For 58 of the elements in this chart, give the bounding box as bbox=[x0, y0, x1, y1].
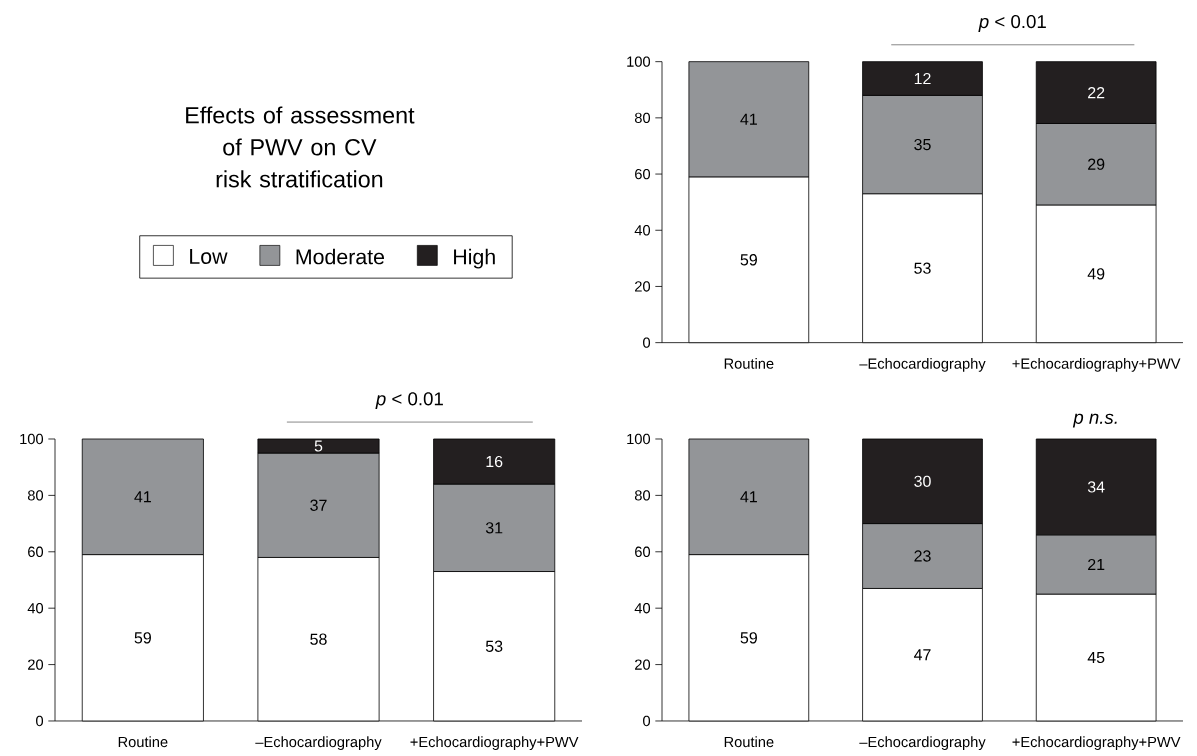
data-label: 35 bbox=[914, 138, 931, 151]
y-tick-label: 0 bbox=[643, 715, 651, 727]
data-label: 53 bbox=[485, 640, 503, 652]
data-label: 22 bbox=[1088, 86, 1105, 99]
data-label: 37 bbox=[310, 499, 327, 511]
y-tick-label: 20 bbox=[635, 659, 651, 670]
y-tick-label: 20 bbox=[635, 281, 651, 292]
x-tick-label: +Echocardiography+PWV bbox=[410, 736, 579, 751]
y-tick-label: 60 bbox=[28, 546, 44, 557]
data-label: 41 bbox=[740, 491, 757, 503]
data-label: 34 bbox=[1087, 481, 1105, 493]
data-label: 31 bbox=[485, 522, 503, 534]
y-tick-label: 100 bbox=[627, 56, 651, 67]
y-tick-label: 60 bbox=[635, 546, 651, 557]
y-tick-label: 40 bbox=[634, 603, 651, 614]
text: p < 0.01 bbox=[375, 392, 443, 410]
data-label: 21 bbox=[1088, 558, 1105, 571]
x-tick-label: +Echocardiography+PWV bbox=[1012, 736, 1181, 751]
x-tick-label: +Echocardiography+PWV bbox=[1012, 358, 1181, 372]
y-tick-label: 0 bbox=[36, 715, 44, 727]
y-tick-label: 40 bbox=[27, 603, 44, 614]
y-tick-label: 100 bbox=[627, 433, 651, 445]
data-label: 23 bbox=[914, 550, 931, 562]
data-label: 59 bbox=[740, 254, 757, 266]
data-label: 45 bbox=[1087, 651, 1105, 664]
data-label: 41 bbox=[740, 113, 757, 125]
data-label: 59 bbox=[134, 632, 151, 644]
text: p n.s. bbox=[1072, 413, 1117, 428]
data-label: 12 bbox=[914, 72, 931, 85]
legend-label: Moderate bbox=[296, 248, 385, 265]
y-tick-label: 0 bbox=[643, 337, 651, 348]
y-tick-label: 80 bbox=[634, 112, 651, 124]
data-label: 41 bbox=[134, 491, 151, 503]
data-label: 30 bbox=[914, 475, 931, 487]
y-tick-label: 80 bbox=[27, 490, 44, 501]
text: p < 0.01 bbox=[978, 14, 1046, 32]
y-tick-label: 40 bbox=[634, 225, 651, 236]
data-label: 29 bbox=[1088, 158, 1105, 170]
data-label: 59 bbox=[740, 632, 757, 644]
data-label: 58 bbox=[310, 633, 327, 645]
data-label: 47 bbox=[913, 649, 931, 661]
data-label: 53 bbox=[914, 262, 931, 274]
x-tick-label: Routine bbox=[118, 736, 168, 748]
legend-label: Low bbox=[190, 249, 228, 264]
y-tick-label: 60 bbox=[635, 168, 651, 180]
data-label: 16 bbox=[486, 455, 503, 468]
x-tick-label: Routine bbox=[724, 736, 774, 748]
y-tick-label: 20 bbox=[28, 659, 44, 670]
x-tick-label: Routine bbox=[724, 358, 774, 369]
y-tick-label: 80 bbox=[634, 490, 651, 501]
x-tick-label: –Echocardiography bbox=[255, 736, 382, 751]
data-label: 49 bbox=[1087, 268, 1105, 280]
data-label: 5 bbox=[314, 440, 323, 452]
legend-label: High bbox=[454, 248, 495, 269]
x-tick-label: –Echocardiography bbox=[859, 358, 986, 372]
y-tick-label: 100 bbox=[20, 433, 44, 445]
x-tick-label: –Echocardiography bbox=[859, 736, 986, 751]
text: Effects of assessment of PWV on CV risk stratification bbox=[186, 106, 415, 188]
